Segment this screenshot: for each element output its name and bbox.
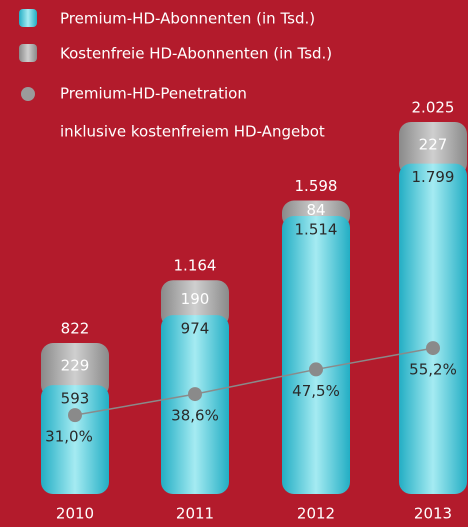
legend-swatch [19,9,37,27]
total-label: 1.164 [174,257,217,275]
legend-swatch [21,87,35,101]
value-label: 31,0% [45,428,93,446]
bar-segment [399,163,467,494]
x-tick-label: 2011 [176,505,214,523]
value-label: 38,6% [171,407,219,425]
x-tick-label: 2010 [56,505,94,523]
value-label: 227 [419,135,448,153]
value-label: 974 [181,320,210,338]
bar-segment [41,343,109,398]
legend-swatch [19,44,37,62]
legend-label: Premium-HD-Abonnenten (in Tsd.) [60,10,315,28]
value-label: 593 [61,390,90,408]
bar-segment [282,215,350,494]
value-label: 1.799 [412,168,455,186]
legend-label: Premium-HD-Penetration [60,85,247,103]
point [309,362,323,377]
value-label: 190 [181,290,210,308]
point [68,408,82,423]
total-label: 1.598 [295,177,338,195]
legend-label: Kostenfreie HD-Abonnenten (in Tsd.) [60,45,332,63]
bar-segment [399,121,467,176]
line [74,347,434,416]
point [426,341,440,356]
value-label: 84 [306,201,325,219]
value-label: 229 [61,357,90,375]
bar-segment [161,315,229,494]
total-label: 2.025 [412,99,455,117]
value-label: 47,5% [292,382,340,400]
value-label: 1.514 [295,220,338,238]
point [188,387,202,402]
x-tick-label: 2013 [414,505,452,523]
value-label: 55,2% [409,361,457,379]
legend-note: inklusive kostenfreiem HD-Angebot [60,123,325,141]
x-tick-label: 2012 [297,505,335,523]
total-label: 822 [61,320,90,338]
